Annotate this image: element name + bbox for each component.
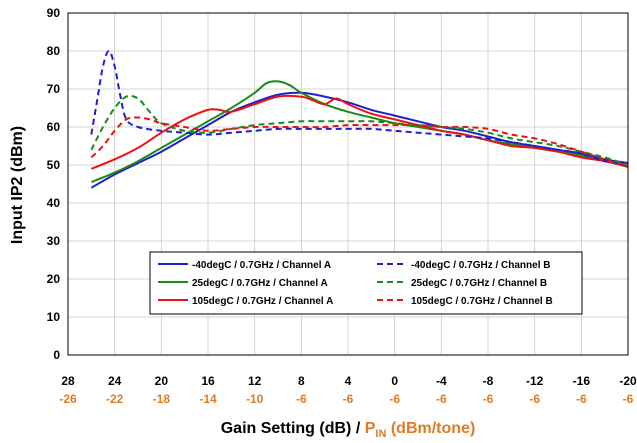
series-line-6 <box>90 116 629 168</box>
x-tick-label: 4 <box>345 374 352 388</box>
x-tick-label-pin: -6 <box>296 392 307 406</box>
y-tick-label: 20 <box>47 272 61 286</box>
x-tick-label-pin: -22 <box>106 392 124 406</box>
legend-label: -40degC / 0.7GHz / Channel B <box>411 260 550 271</box>
x-tick-label: -8 <box>483 374 494 388</box>
x-tick-label-pin: -6 <box>529 392 540 406</box>
series-line-3 <box>90 94 629 170</box>
x-tick-label-pin: -10 <box>246 392 264 406</box>
y-tick-label: 90 <box>47 6 61 20</box>
x-tick-label: -4 <box>436 374 447 388</box>
y-tick-label: 0 <box>53 348 60 362</box>
y-tick-label: 10 <box>47 310 61 324</box>
x-tick-label-pin: -14 <box>199 392 217 406</box>
series-line-1 <box>90 91 629 189</box>
x-tick-label: 24 <box>108 374 122 388</box>
plot-frame <box>67 12 629 356</box>
x-tick-label: 12 <box>248 374 262 388</box>
x-tick-label: -20 <box>619 374 637 388</box>
x-tick-labels: 28 24 20 16 12 8 4 0 -4 -8 -12 -16 -20 <box>61 374 637 388</box>
x-tick-labels-pin: -26 -22 -18 -14 -10 -6 -6 -6 -6 -6 -6 -6 -6 <box>59 392 633 406</box>
y-tick-label: 50 <box>47 158 61 172</box>
legend-label: 105degC / 0.7GHz / Channel B <box>411 296 553 307</box>
x-axis-label: Gain Setting (dB) / PIN (dBm/tone) <box>221 420 476 440</box>
series-line-5 <box>90 94 629 166</box>
legend: -40degC / 0.7GHz / Channel A -40degC / 0.… <box>149 251 583 315</box>
x-tick-label-pin: -6 <box>389 392 400 406</box>
legend-box <box>149 251 583 315</box>
x-tick-label: 0 <box>391 374 398 388</box>
y-tick-label: 30 <box>47 234 61 248</box>
y-tick-label: 40 <box>47 196 61 210</box>
x-axis-label-main: Gain Setting (dB) / <box>221 420 365 437</box>
x-axis-label-pin: P <box>365 420 376 437</box>
x-axis-label-pin-sub: IN <box>375 428 386 440</box>
x-tick-label: 16 <box>201 374 215 388</box>
x-tick-label-pin: -6 <box>436 392 447 406</box>
x-tick-label-pin: -6 <box>343 392 354 406</box>
y-tick-label: 60 <box>47 120 61 134</box>
series-line-4 <box>90 49 629 165</box>
y-tick-label: 70 <box>47 82 61 96</box>
legend-label: 25degC / 0.7GHz / Channel B <box>411 278 547 289</box>
plot-border <box>67 12 629 356</box>
x-tick-label-pin: -26 <box>59 392 77 406</box>
legend-label: 25degC / 0.7GHz / Channel A <box>192 278 328 289</box>
y-tick-label: 80 <box>47 44 61 58</box>
x-tick-label: -16 <box>573 374 591 388</box>
y-tick-labels: 0 10 20 30 40 50 60 70 80 90 <box>47 6 61 362</box>
x-tick-label-pin: -6 <box>623 392 634 406</box>
x-axis-label-unit: (dBm/tone) <box>386 420 475 437</box>
x-tick-label: 20 <box>155 374 169 388</box>
x-tick-label: 8 <box>298 374 305 388</box>
x-tick-label: 28 <box>61 374 75 388</box>
x-tick-label-pin: -6 <box>483 392 494 406</box>
series-lines <box>90 49 629 189</box>
x-tick-label: -12 <box>526 374 544 388</box>
legend-label: -40degC / 0.7GHz / Channel A <box>192 260 331 271</box>
legend-label: 105degC / 0.7GHz / Channel A <box>192 296 333 307</box>
y-axis-label: Input IP2 (dBm) <box>9 126 26 244</box>
x-tick-label-pin: -18 <box>153 392 171 406</box>
x-tick-label-pin: -6 <box>576 392 587 406</box>
